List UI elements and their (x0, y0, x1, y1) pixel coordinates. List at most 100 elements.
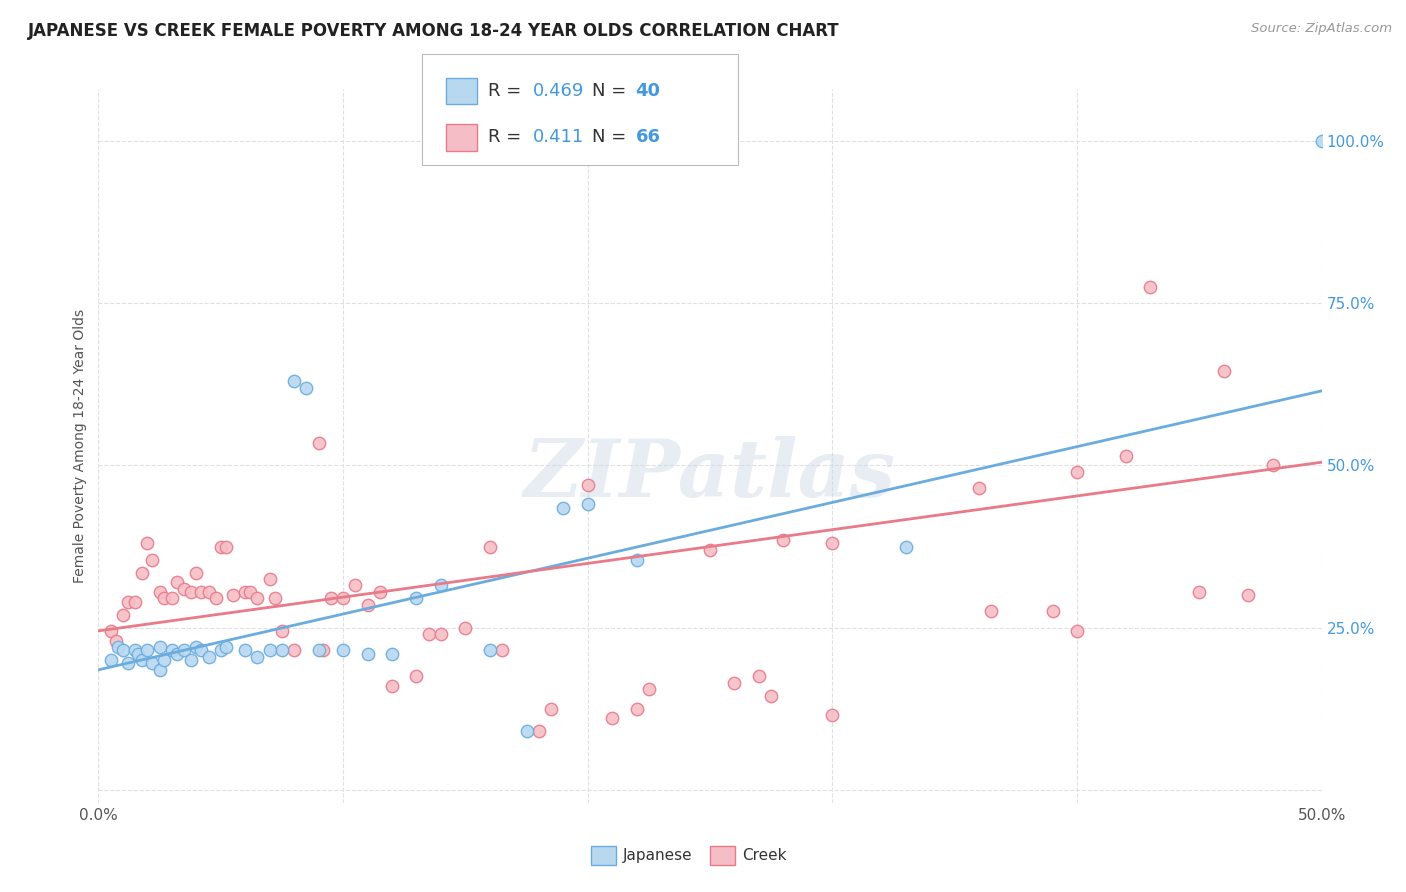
Point (180, 653, 202, 667)
Point (295, 381, 318, 395)
Point (111, 643, 134, 657)
Point (141, 657, 163, 671)
Point (149, 640, 172, 654)
Text: N =: N = (592, 82, 631, 100)
Point (173, 643, 195, 657)
Point (104, 633, 127, 648)
Point (527, 724, 550, 739)
Point (111, 607, 134, 622)
Point (259, 643, 281, 657)
Point (1042, 604, 1064, 618)
Text: Source: ZipAtlas.com: Source: ZipAtlas.com (1251, 22, 1392, 36)
Point (233, 643, 256, 657)
Point (270, 624, 294, 638)
Point (748, 669, 770, 683)
Point (1261, 458, 1284, 473)
Point (186, 566, 208, 580)
Point (1139, 280, 1161, 294)
Point (540, 702, 562, 716)
Point (894, 540, 917, 554)
Point (263, 591, 285, 606)
Point (214, 540, 236, 554)
Point (1310, 134, 1333, 148)
Point (344, 578, 367, 592)
Point (319, 591, 342, 606)
Point (980, 604, 1002, 618)
Point (190, 643, 212, 657)
Point (160, 591, 183, 606)
Point (356, 598, 378, 612)
Point (332, 591, 354, 606)
Point (553, 500, 575, 515)
Point (239, 585, 262, 599)
Point (136, 643, 159, 657)
Point (308, 643, 330, 657)
Point (131, 566, 153, 580)
Point (405, 591, 427, 606)
Point (821, 708, 844, 723)
Text: 66: 66 (636, 128, 661, 146)
Point (190, 585, 212, 599)
Point (821, 536, 844, 550)
Text: JAPANESE VS CREEK FEMALE POVERTY AMONG 18-24 YEAR OLDS CORRELATION CHART: JAPANESE VS CREEK FEMALE POVERTY AMONG 1… (28, 22, 839, 40)
Point (772, 533, 794, 547)
Point (209, 540, 232, 554)
Point (124, 643, 146, 657)
Text: Japanese: Japanese (623, 848, 693, 863)
Point (576, 497, 599, 511)
Point (173, 582, 195, 596)
Point (259, 572, 281, 586)
Point (381, 679, 404, 693)
Point (127, 647, 149, 661)
Point (1066, 624, 1088, 638)
Point (600, 711, 623, 725)
Point (626, 702, 648, 716)
Point (761, 689, 783, 703)
Point (246, 649, 269, 664)
Point (141, 552, 163, 566)
Point (270, 643, 294, 657)
Point (100, 624, 122, 638)
Point (197, 585, 219, 599)
Point (478, 643, 501, 657)
Point (381, 647, 404, 661)
Point (136, 536, 159, 550)
Text: 40: 40 (636, 82, 661, 100)
Point (153, 591, 176, 606)
Point (149, 663, 172, 677)
Point (491, 643, 513, 657)
Point (186, 640, 208, 654)
Text: 0.469: 0.469 (533, 82, 585, 100)
Point (166, 575, 188, 590)
Point (197, 649, 219, 664)
Point (637, 682, 661, 697)
Point (117, 595, 139, 609)
Point (576, 478, 599, 492)
Text: Creek: Creek (742, 848, 787, 863)
Point (368, 585, 391, 599)
Point (430, 578, 453, 592)
Point (1066, 465, 1088, 479)
Point (723, 675, 745, 690)
Point (283, 643, 305, 657)
Point (626, 552, 648, 566)
Point (1237, 588, 1260, 602)
Text: N =: N = (592, 128, 631, 146)
Point (222, 588, 245, 602)
Point (1188, 585, 1211, 599)
Point (149, 585, 172, 599)
Point (107, 640, 129, 654)
Point (356, 647, 378, 661)
Point (430, 627, 453, 641)
Point (180, 585, 202, 599)
Point (246, 591, 269, 606)
Point (515, 724, 537, 739)
Point (283, 374, 305, 388)
Point (967, 481, 990, 495)
Point (1115, 449, 1137, 463)
Point (117, 657, 139, 671)
Point (312, 643, 335, 657)
Point (308, 435, 330, 450)
Y-axis label: Female Poverty Among 18-24 Year Olds: Female Poverty Among 18-24 Year Olds (73, 309, 87, 583)
Point (233, 585, 256, 599)
